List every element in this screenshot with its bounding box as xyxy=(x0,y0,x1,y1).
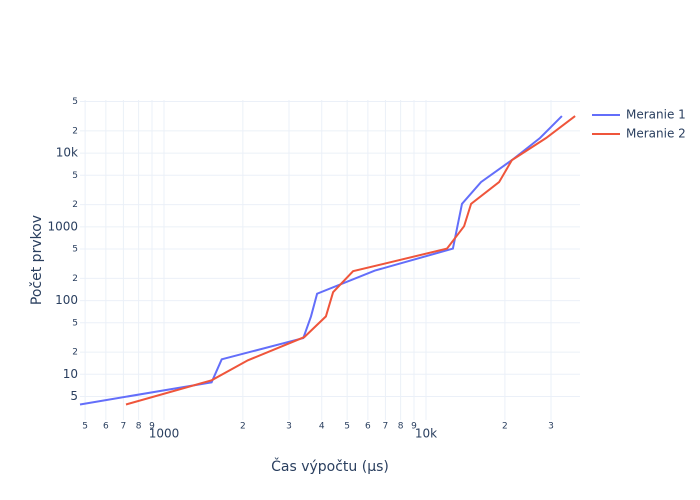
x-tick-label: 2 xyxy=(502,422,508,432)
y-tick-label: 5 xyxy=(72,97,78,107)
series-line xyxy=(125,115,576,406)
y-tick-label: 1000 xyxy=(47,219,78,233)
legend-label: Meranie 1 xyxy=(626,108,686,122)
x-tick-label: 9 xyxy=(411,422,417,432)
y-tick-label: 5 xyxy=(72,171,78,181)
x-tick-label: 4 xyxy=(319,422,325,432)
grid xyxy=(80,100,580,420)
x-tick-label: 6 xyxy=(103,422,109,432)
x-tick-label: 7 xyxy=(121,422,127,432)
x-tick-label: 3 xyxy=(548,422,554,432)
y-tick-label: 100 xyxy=(55,293,78,307)
y-tick-label: 2 xyxy=(72,126,78,136)
y-tick-label: 2 xyxy=(72,348,78,358)
x-tick-label: 9 xyxy=(149,422,155,432)
y-axis-title: Počet prvkov xyxy=(29,215,45,305)
y-tick-label: 5 xyxy=(72,318,78,328)
x-tick-label: 2 xyxy=(240,422,246,432)
y-tick-label: 2 xyxy=(72,200,78,210)
x-tick-label: 3 xyxy=(286,422,292,432)
y-tick-label: 2 xyxy=(72,274,78,284)
x-tick-label: 10k xyxy=(415,427,437,441)
x-tick-label: 7 xyxy=(383,422,389,432)
x-tick-label: 8 xyxy=(136,422,142,432)
x-tick-label: 5 xyxy=(82,422,88,432)
y-tick-label: 10 xyxy=(63,367,78,381)
x-axis-title: Čas výpočtu (μs) xyxy=(271,457,389,475)
legend-label: Meranie 2 xyxy=(626,127,686,141)
x-tick-label: 5 xyxy=(344,422,350,432)
x-tick-label: 1000 xyxy=(149,427,180,441)
x-tick-label: 8 xyxy=(398,422,404,432)
y-tick-label: 5 xyxy=(70,389,78,403)
y-tick-label: 5 xyxy=(72,245,78,255)
y-tick-label: 10k xyxy=(56,146,78,160)
x-tick-label: 6 xyxy=(365,422,371,432)
